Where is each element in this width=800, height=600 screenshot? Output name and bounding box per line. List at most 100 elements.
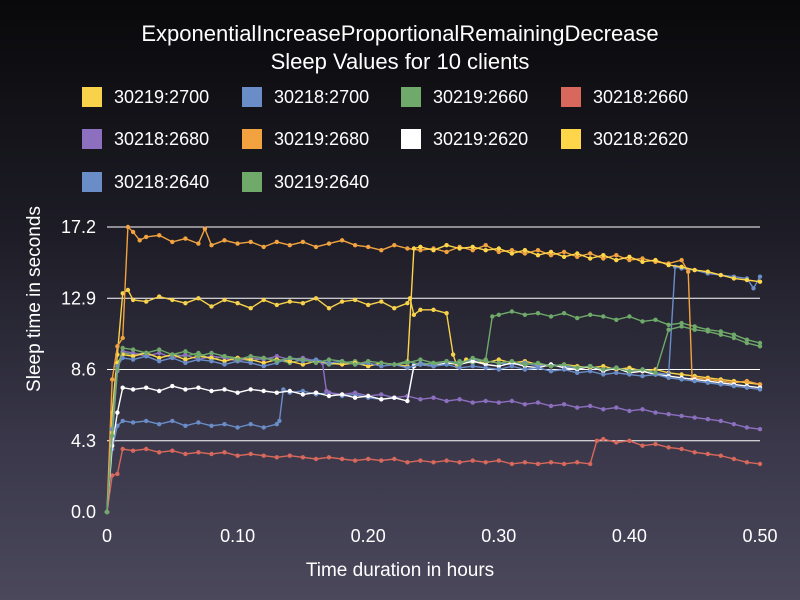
data-point: [130, 354, 136, 359]
series-30218-2660: [104, 436, 763, 515]
data-point: [483, 362, 488, 367]
data-point: [313, 357, 319, 362]
data-point: [222, 450, 227, 455]
data-point: [561, 367, 567, 372]
data-point: [457, 397, 462, 402]
data-point: [392, 362, 397, 367]
data-point: [366, 364, 371, 369]
data-point: [601, 364, 606, 369]
data-point: [718, 418, 723, 424]
data-point: [496, 360, 501, 366]
x-axis-label: Time duration in hours: [306, 560, 494, 581]
data-point: [366, 302, 371, 308]
legend-label: 30219:2700: [114, 87, 209, 107]
data-point: [470, 359, 475, 364]
data-point: [115, 344, 120, 349]
data-point: [575, 460, 580, 465]
data-point: [235, 453, 240, 458]
data-point: [744, 385, 750, 390]
data-point: [470, 244, 475, 250]
data-point: [483, 398, 488, 404]
data-point: [692, 267, 697, 273]
data-point: [496, 246, 501, 251]
data-point: [202, 226, 208, 231]
data-point: [561, 311, 567, 316]
data-point: [300, 301, 306, 306]
data-point: [235, 301, 240, 306]
data-point: [509, 364, 515, 369]
data-point: [313, 244, 319, 250]
data-point: [705, 417, 710, 422]
data-point: [300, 392, 306, 397]
data-point: [300, 239, 306, 245]
data-point: [261, 364, 266, 369]
legend-label: 30219:2640: [274, 172, 369, 192]
data-point: [509, 251, 515, 256]
data-point: [509, 359, 515, 364]
data-point: [287, 453, 292, 458]
data-point: [679, 372, 684, 377]
data-point: [561, 249, 567, 255]
data-point: [744, 425, 750, 430]
data-point: [366, 393, 371, 399]
data-point: [196, 450, 201, 455]
data-point: [496, 458, 501, 463]
data-point: [575, 254, 580, 259]
data-point: [744, 340, 750, 346]
y-tick-label: 4.3: [71, 431, 96, 451]
data-point: [757, 274, 763, 279]
data-point: [209, 451, 214, 457]
data-point: [326, 360, 332, 366]
data-point: [120, 335, 125, 341]
data-point: [392, 243, 397, 248]
data-point: [130, 357, 136, 362]
data-point: [248, 422, 253, 427]
data-point: [705, 380, 710, 385]
series-line: [106, 289, 761, 513]
data-point: [575, 365, 580, 370]
data-point: [522, 251, 528, 256]
data-point: [157, 355, 162, 361]
data-point: [679, 264, 684, 269]
data-point: [170, 355, 175, 361]
data-point: [679, 446, 684, 452]
legend-label: 30218:2660: [593, 87, 688, 107]
data-point: [457, 359, 462, 364]
data-point: [196, 385, 201, 390]
x-tick-label: 0.20: [351, 526, 386, 546]
data-point: [352, 390, 358, 395]
data-point: [588, 403, 593, 409]
series-30218-2640: [104, 354, 763, 515]
data-point: [274, 302, 279, 308]
data-point: [196, 241, 201, 246]
data-point: [120, 446, 125, 452]
data-point: [496, 400, 501, 405]
data-point: [757, 461, 763, 467]
data-point: [287, 243, 292, 248]
data-point: [483, 460, 488, 465]
data-point: [209, 388, 214, 394]
data-point: [470, 355, 475, 361]
data-point: [261, 425, 266, 430]
legend-swatch: [561, 129, 581, 149]
data-point: [379, 364, 384, 369]
data-point: [457, 246, 462, 251]
y-tick-label: 17.2: [61, 217, 96, 237]
data-point: [115, 423, 120, 428]
data-point: [110, 473, 115, 478]
data-point: [614, 317, 619, 322]
data-point: [483, 359, 488, 364]
data-point: [601, 253, 606, 258]
data-point: [130, 347, 136, 352]
data-point: [496, 364, 501, 369]
data-point: [144, 354, 149, 359]
data-point: [222, 362, 227, 367]
data-point: [496, 312, 501, 317]
data-point: [157, 422, 162, 427]
data-point: [457, 460, 462, 465]
y-tick-label: 8.6: [71, 360, 96, 380]
data-point: [548, 253, 554, 258]
x-tick-label: 0.10: [220, 526, 255, 546]
data-point: [183, 423, 188, 428]
data-point: [450, 352, 456, 357]
